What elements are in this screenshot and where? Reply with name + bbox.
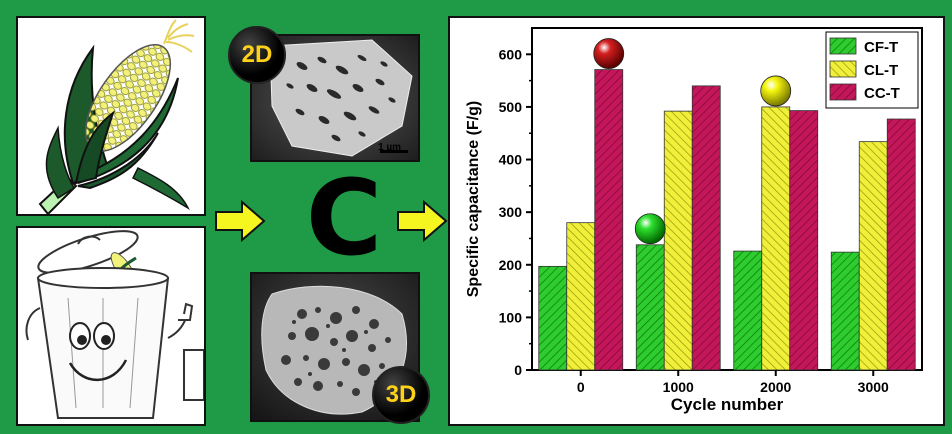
bar-cc-t-0 bbox=[594, 69, 624, 371]
x-tick-label: 3000 bbox=[858, 379, 889, 395]
bar-cf-t-0 bbox=[538, 265, 568, 371]
x-tick-label: 0 bbox=[577, 379, 585, 395]
legend-swatch-cc-t bbox=[829, 83, 857, 101]
scale-bar-label: 1 µm bbox=[378, 142, 401, 153]
bar-cc-t-3000 bbox=[886, 118, 916, 371]
chart-panel: 0 100 200 300 400 500 600 0 1000 2000 3000 Cycle nu… bbox=[448, 16, 945, 426]
y-tick-label: 100 bbox=[499, 309, 523, 325]
bar-cf-t-2000 bbox=[733, 250, 763, 371]
corn-cob-icon bbox=[38, 19, 195, 216]
sem-image-2d bbox=[250, 34, 420, 162]
y-tick-label: 200 bbox=[499, 257, 523, 273]
legend-swatch-cf-t bbox=[829, 37, 857, 55]
bar-cl-t-0 bbox=[566, 222, 596, 371]
legend-label-cf-t: CF-T bbox=[864, 39, 898, 56]
y-axis-label: Specific capacitance (F/g) bbox=[465, 101, 482, 298]
y-tick-label: 600 bbox=[499, 46, 523, 62]
x-tick-label: 2000 bbox=[760, 379, 791, 395]
corn-illustration-panel bbox=[16, 16, 206, 216]
trash-can-icon bbox=[25, 230, 205, 419]
carbon-symbol: C bbox=[305, 157, 383, 279]
badge-3d: 3D bbox=[372, 366, 430, 424]
y-tick-label: 400 bbox=[499, 152, 523, 168]
y-tick-label: 300 bbox=[499, 204, 523, 220]
bar-cf-t-1000 bbox=[635, 244, 665, 371]
highlight-ball-marker bbox=[760, 75, 792, 107]
plot-frame bbox=[531, 27, 923, 371]
legend-label-cl-t: CL-T bbox=[864, 62, 898, 79]
bar-cc-t-1000 bbox=[691, 85, 721, 371]
bar-cc-t-2000 bbox=[789, 110, 819, 371]
right-arrow-icon bbox=[397, 200, 448, 242]
bar-cl-t-2000 bbox=[761, 106, 791, 371]
trash-can-illustration-panel bbox=[16, 226, 206, 426]
y-tick-label: 0 bbox=[514, 362, 522, 378]
legend-swatch-cl-t bbox=[829, 60, 857, 78]
highlight-ball-marker bbox=[593, 38, 625, 69]
bar-cf-t-3000 bbox=[830, 251, 860, 371]
bar-cl-t-3000 bbox=[858, 141, 888, 371]
right-arrow-icon bbox=[215, 200, 266, 242]
bar-cl-t-1000 bbox=[663, 110, 693, 371]
x-axis-label: Cycle number bbox=[671, 395, 784, 414]
x-tick-label: 1000 bbox=[663, 379, 694, 395]
badge-2d: 2D bbox=[228, 26, 286, 84]
porous-sheet-micrograph-icon bbox=[252, 36, 418, 160]
y-tick-label: 500 bbox=[499, 99, 523, 115]
legend-label-cc-t: CC-T bbox=[864, 85, 900, 102]
highlight-ball-marker bbox=[634, 213, 666, 245]
capacitance-bar-chart: 0 100 200 300 400 500 600 0 1000 2000 3000 Cycle nu… bbox=[465, 27, 923, 414]
